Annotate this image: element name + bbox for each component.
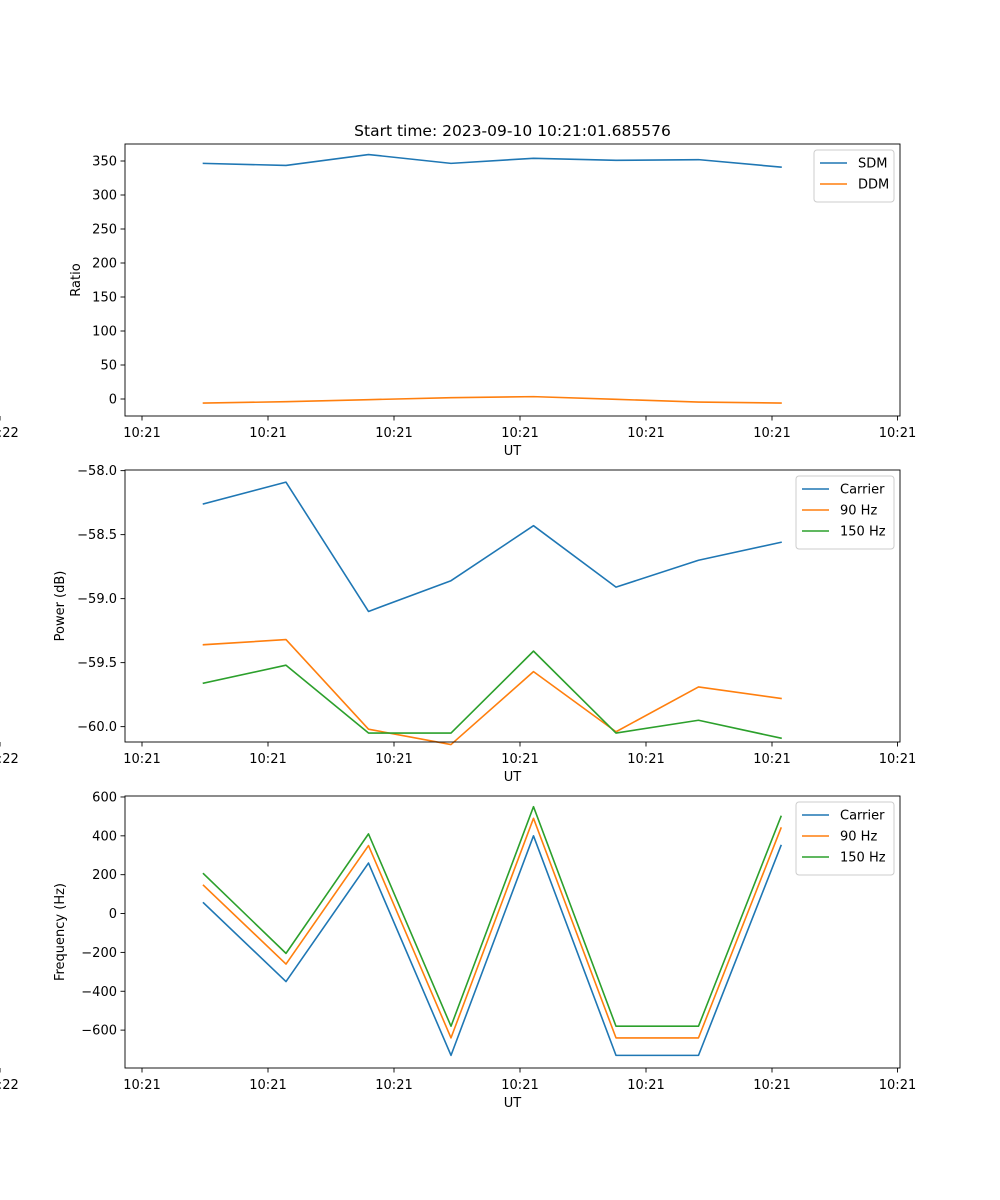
- x-tick-label: 10:21: [753, 752, 790, 767]
- series-line-carrier: [202, 481, 782, 613]
- x-tick-label: 10:21: [249, 426, 286, 441]
- legend-entry: 150 Hz: [840, 851, 886, 866]
- y-tick-label: 100: [92, 325, 117, 340]
- legend: SDM DDM: [813, 149, 895, 203]
- y-tick-label: 200: [92, 868, 117, 883]
- x-tick-label: 10:22: [0, 1078, 19, 1093]
- x-tick-label: 10:21: [375, 426, 412, 441]
- y-tick-label: 0: [109, 393, 117, 408]
- series-line-90-hz: [202, 638, 782, 746]
- x-tick-label: 10:21: [753, 426, 790, 441]
- y-tick-label: 400: [92, 829, 117, 844]
- axes-frame: [124, 469, 901, 743]
- series-line-ddm: [202, 395, 782, 404]
- y-tick-label: −400: [81, 985, 117, 1000]
- x-tick-label: 10:21: [375, 752, 412, 767]
- x-axis-label: UT: [504, 444, 522, 459]
- y-tick-label: 0: [109, 907, 117, 922]
- axes-frame: [124, 143, 901, 417]
- legend-entry: DDM: [858, 178, 889, 193]
- legend-entry: Carrier: [840, 483, 885, 498]
- x-tick-label: 10:22: [0, 426, 19, 441]
- x-tick-label: 10:21: [249, 1078, 286, 1093]
- legend: Carrier 90 Hz 150 Hz: [795, 801, 895, 876]
- y-tick-label: −59.5: [77, 656, 117, 671]
- x-tick-label: 10:21: [627, 752, 664, 767]
- x-tick-label: 10:21: [123, 1078, 160, 1093]
- x-tick-label: 10:22: [0, 752, 19, 767]
- y-tick-label: 600: [92, 790, 117, 805]
- x-tick-label: 10:21: [249, 752, 286, 767]
- x-tick-label: 10:21: [501, 426, 538, 441]
- y-tick-label: 50: [100, 359, 117, 374]
- y-tick-label: −58.5: [77, 528, 117, 543]
- subplot-3: 10:21 10:21 10:21 10:21 10:21 10:21 10:21 10:22…: [0, 790, 916, 1111]
- legend-entry: 150 Hz: [840, 525, 886, 540]
- y-tick-label: −59.0: [77, 592, 117, 607]
- series-line-sdm: [202, 153, 782, 168]
- x-tick-label: 10:21: [501, 752, 538, 767]
- y-tick-label: −58.0: [77, 464, 117, 479]
- series-line-90-hz: [202, 817, 783, 1039]
- y-tick-label: −200: [81, 946, 117, 961]
- y-axis-label: Ratio: [69, 263, 84, 296]
- x-tick-label: 10:21: [753, 1078, 790, 1093]
- chart-title: Start time: 2023-09-10 10:21:01.685576: [354, 122, 671, 140]
- x-tick-label: 10:21: [879, 426, 916, 441]
- legend: Carrier 90 Hz 150 Hz: [795, 475, 895, 550]
- y-tick-label: 350: [92, 155, 117, 170]
- legend-entry: Carrier: [840, 809, 885, 824]
- subplot-2: 10:21 10:21 10:21 10:21 10:21 10:21 10:21 10:22…: [0, 464, 916, 785]
- x-tick-label: 10:21: [501, 1078, 538, 1093]
- y-tick-label: 200: [92, 257, 117, 272]
- x-tick-label: 10:21: [123, 752, 160, 767]
- x-axis-label: UT: [504, 770, 522, 785]
- series-line-150-hz: [202, 650, 782, 740]
- y-tick-label: 150: [92, 291, 117, 306]
- legend-entry: SDM: [858, 157, 887, 172]
- series-line-carrier: [202, 835, 783, 1057]
- x-tick-label: 10:21: [627, 426, 664, 441]
- y-tick-label: 250: [92, 223, 117, 238]
- x-axis-label: UT: [504, 1096, 522, 1111]
- axes-frame: [124, 795, 901, 1069]
- x-tick-label: 10:21: [123, 426, 160, 441]
- y-axis-label: Frequency (Hz): [53, 883, 68, 981]
- x-tick-label: 10:21: [879, 752, 916, 767]
- y-tick-label: 300: [92, 189, 117, 204]
- x-tick-label: 10:21: [879, 1078, 916, 1093]
- subplot-1: Start time: 2023-09-10 10:21:01.685576 10…: [0, 122, 916, 459]
- legend-entry: 90 Hz: [840, 830, 877, 845]
- x-tick-label: 10:21: [375, 1078, 412, 1093]
- legend-entry: 90 Hz: [840, 504, 877, 519]
- y-tick-label: −600: [81, 1024, 117, 1039]
- y-tick-label: −60.0: [77, 720, 117, 735]
- x-tick-label: 10:21: [627, 1078, 664, 1093]
- series-line-150-hz: [202, 805, 783, 1028]
- y-axis-label: Power (dB): [53, 571, 68, 642]
